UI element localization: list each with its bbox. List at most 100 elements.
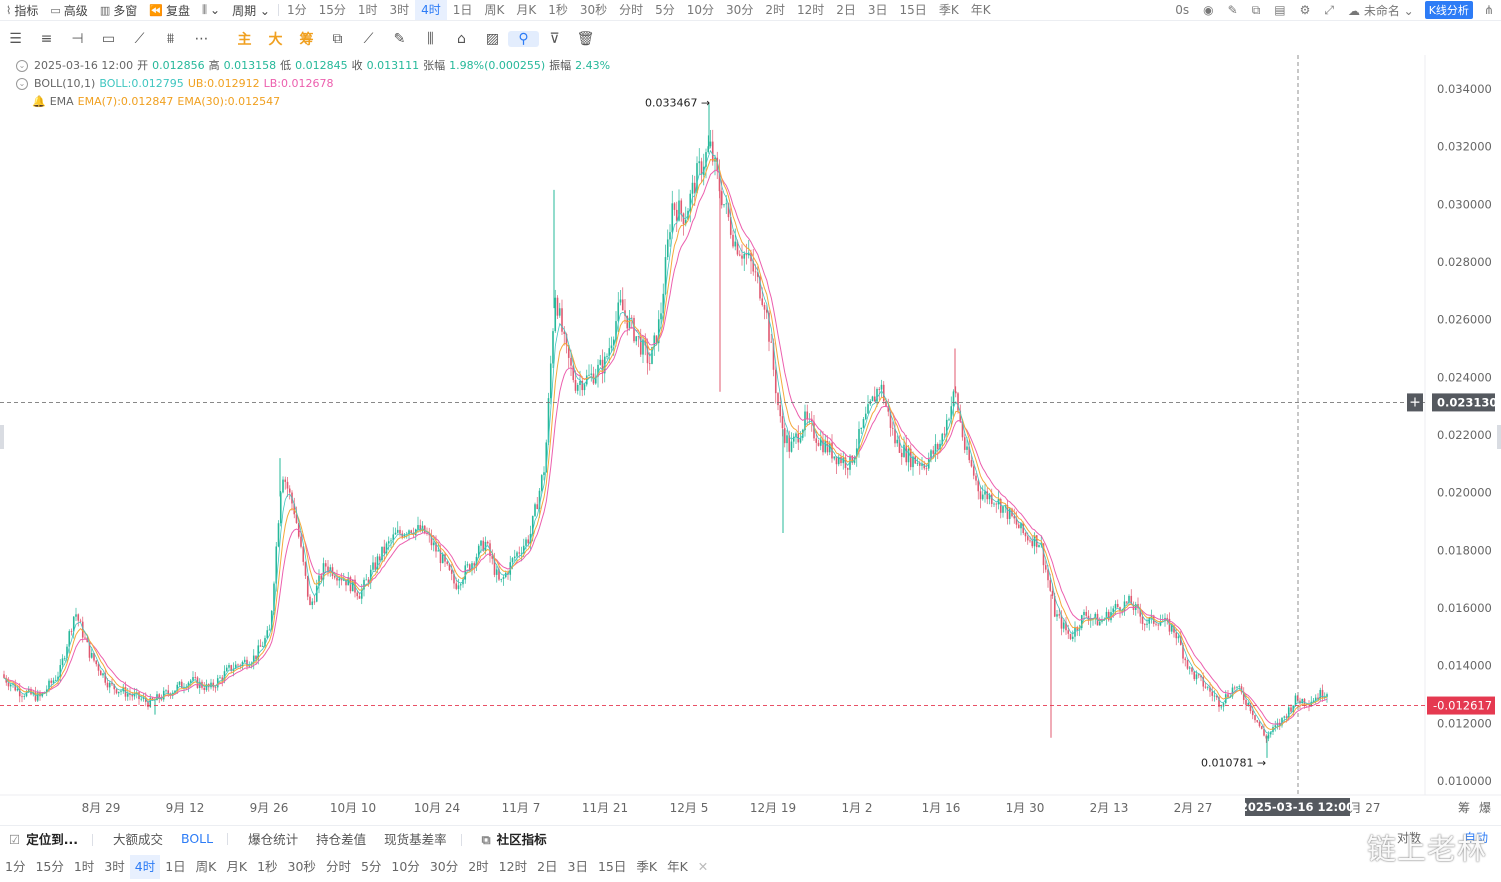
- replay-menu[interactable]: ⏪ 复盘: [143, 0, 196, 20]
- bottom-timeframe-13[interactable]: 30分: [429, 859, 459, 874]
- draw-tool-4-icon[interactable]: ⟋: [134, 31, 145, 47]
- draw-tool-2-icon[interactable]: ⊣: [71, 31, 84, 47]
- bottom-timeframe-2[interactable]: 1时: [73, 859, 95, 874]
- collapse-icon[interactable]: ⌄: [16, 78, 28, 90]
- position-diff-tab[interactable]: 持仓差值: [307, 829, 375, 848]
- close-icon[interactable]: ✕: [697, 859, 709, 874]
- bottom-timeframe-11[interactable]: 5分: [360, 859, 382, 874]
- timeframe-7[interactable]: 月K: [516, 3, 537, 17]
- bottom-timeframe-17[interactable]: 3日: [567, 859, 588, 874]
- timeframe-1[interactable]: 15分: [318, 3, 346, 17]
- community-indicators-tab-label: 社区指标: [496, 831, 547, 847]
- settings-icon[interactable]: ⚙: [1299, 3, 1311, 17]
- bell-icon[interactable]: 🔔: [32, 95, 46, 108]
- draw-tool-6-icon[interactable]: ⋯: [194, 31, 209, 47]
- collapse-icon[interactable]: ⌄: [16, 60, 28, 72]
- bottom-timeframe-1[interactable]: 15分: [35, 859, 64, 874]
- multi-window-menu[interactable]: ▥ 多窗: [94, 0, 143, 20]
- bottom-timeframe-5[interactable]: 1日: [165, 859, 186, 874]
- timeframe-16[interactable]: 2日: [836, 3, 856, 17]
- timeframe-15[interactable]: 12时: [796, 3, 825, 17]
- window-icon[interactable]: ⧉: [1251, 2, 1261, 17]
- left-collapse-handle[interactable]: [0, 425, 4, 449]
- timeframe-20[interactable]: 年K: [970, 3, 991, 17]
- bottom-timeframe-6[interactable]: 周K: [195, 859, 217, 874]
- candle-body: [1227, 694, 1229, 698]
- pen-icon[interactable]: ✎: [1227, 3, 1238, 17]
- timeframe-3[interactable]: 3时: [389, 3, 410, 17]
- liquidation-stats-tab[interactable]: 爆仓统计: [239, 829, 307, 848]
- overlay-toggle-0[interactable]: 主: [237, 32, 252, 48]
- bottom-timeframe-15[interactable]: 12时: [498, 859, 528, 874]
- timeframe-13[interactable]: 30分: [726, 3, 754, 17]
- indicators-menu[interactable]: ⌇ 指标: [0, 0, 44, 20]
- draw-tool-5-icon[interactable]: ⩩: [166, 31, 175, 47]
- draw-tool-0-icon[interactable]: ☰: [9, 31, 22, 47]
- timeframe-18[interactable]: 15日: [899, 3, 927, 17]
- timeframe-10[interactable]: 分时: [619, 3, 644, 17]
- bottom-timeframe-20[interactable]: 年K: [667, 859, 688, 874]
- bottom-timeframe-3[interactable]: 3时: [104, 859, 125, 874]
- right-collapse-handle[interactable]: [1497, 425, 1501, 449]
- advanced-menu[interactable]: ▭ 高级: [44, 0, 93, 20]
- boll-tab[interactable]: BOLL: [172, 831, 239, 846]
- bottom-timeframe-0[interactable]: 1分: [5, 859, 26, 874]
- chip-toggle[interactable]: 筹: [1458, 801, 1470, 815]
- auto-scale-toggle[interactable]: 自动: [1464, 831, 1489, 845]
- tool2-8-icon[interactable]: 🗑: [576, 31, 595, 47]
- log-scale-toggle[interactable]: 对数: [1397, 831, 1422, 845]
- add-alert-button[interactable]: [1407, 393, 1423, 412]
- timeframe-0[interactable]: 1分: [286, 3, 307, 17]
- tool2-0-icon[interactable]: ⧉: [332, 31, 343, 47]
- overlay-toggle-2[interactable]: 筹: [299, 32, 314, 48]
- draw-tool-3-icon[interactable]: ▭: [101, 31, 116, 47]
- bottom-timeframe-10[interactable]: 分时: [325, 859, 351, 874]
- bottom-timeframe-8[interactable]: 1秒: [257, 859, 278, 874]
- tool2-4-icon[interactable]: ⌂: [457, 31, 466, 47]
- bottom-timeframe-4[interactable]: 4时: [129, 855, 161, 879]
- tool2-6-icon[interactable]: ⚲: [508, 31, 539, 47]
- timeframe-9[interactable]: 30秒: [579, 3, 608, 17]
- timeframe-6[interactable]: 周K: [484, 3, 505, 17]
- spot-basis-tab[interactable]: 现货基差率: [375, 829, 473, 848]
- timeframe-5[interactable]: 1日: [452, 3, 473, 17]
- tool2-3-icon[interactable]: ⫼: [427, 31, 434, 47]
- timeframe-4[interactable]: 4时: [415, 0, 447, 20]
- camera-icon[interactable]: ◉: [1203, 3, 1214, 17]
- tool2-5-icon[interactable]: ▨: [485, 31, 500, 47]
- k-analysis-button[interactable]: K线分析: [1424, 1, 1473, 19]
- timeframe-2[interactable]: 1时: [357, 3, 378, 17]
- timeframe-19[interactable]: 季K: [938, 3, 959, 17]
- candlestick-chart[interactable]: 0.034000 0.032000 0.030000 0.028000 0.026000…: [0, 55, 1501, 823]
- bottom-timeframe-16[interactable]: 2日: [537, 859, 558, 874]
- tool2-1-icon[interactable]: ⟋: [363, 31, 374, 47]
- boll-name[interactable]: BOLL(10,1): [34, 77, 96, 90]
- fullscreen-icon[interactable]: ⤢: [1324, 2, 1335, 17]
- bottom-timeframe-7[interactable]: 月K: [226, 859, 248, 874]
- bottom-timeframe-9[interactable]: 30秒: [287, 859, 316, 874]
- timeframe-14[interactable]: 2时: [765, 3, 785, 17]
- draw-tool-1-icon[interactable]: ≡: [40, 31, 53, 47]
- overlay-toggle-1[interactable]: 大: [268, 32, 283, 48]
- timeframe-12[interactable]: 10分: [686, 3, 715, 17]
- timeframe-17[interactable]: 3日: [867, 3, 888, 17]
- cloud-layout-menu[interactable]: ☁ 未命名 ⌄: [1341, 2, 1421, 19]
- share-icon[interactable]: ⋔: [1483, 3, 1494, 17]
- liquidation-toggle[interactable]: 爆: [1479, 801, 1491, 815]
- community-indicators-tab[interactable]: ⧉ 社区指标: [473, 829, 556, 848]
- period-menu[interactable]: 周期 ⌄: [226, 0, 276, 20]
- bottom-timeframe-12[interactable]: 10分: [391, 859, 420, 874]
- locate-button[interactable]: ☑ 定位到...: [0, 829, 104, 848]
- tool2-2-icon[interactable]: ✎: [393, 31, 406, 47]
- candle-body: [545, 442, 548, 473]
- tool2-7-icon[interactable]: ⊽: [549, 31, 560, 47]
- large-trades-tab[interactable]: 大额成交: [104, 829, 172, 848]
- bottom-timeframe-18[interactable]: 15日: [597, 859, 627, 874]
- ema-name[interactable]: EMA: [49, 95, 74, 108]
- chart-type-menu[interactable]: ⫼ ⌄: [196, 0, 226, 20]
- timeframe-8[interactable]: 1秒: [548, 3, 568, 17]
- bottom-timeframe-19[interactable]: 季K: [636, 859, 658, 874]
- timeframe-11[interactable]: 5分: [655, 3, 675, 17]
- save-icon[interactable]: ▤: [1274, 3, 1286, 17]
- bottom-timeframe-14[interactable]: 2时: [468, 859, 489, 874]
